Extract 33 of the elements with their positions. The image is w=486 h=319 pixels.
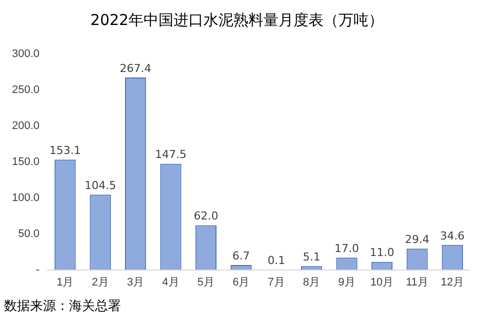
data-label: 147.5 — [155, 148, 186, 162]
data-label: 0.1 — [268, 254, 286, 268]
x-tick-label: 9月 — [338, 276, 356, 288]
y-tick-label: 50.0 — [18, 228, 40, 240]
data-label: 153.1 — [49, 144, 81, 158]
chart-title: 2022年中国进口水泥熟料量月度表（万吨） — [90, 10, 384, 29]
y-tick-label: - — [36, 264, 40, 276]
y-tick-label: 200.0 — [12, 120, 40, 132]
data-label: 5.1 — [302, 250, 320, 264]
x-tick-label: 4月 — [162, 276, 180, 288]
y-tick-label: 150.0 — [12, 156, 40, 168]
data-label: 62.0 — [194, 210, 218, 223]
x-tick-label: 12月 — [440, 276, 464, 288]
data-label: 17.0 — [334, 242, 360, 255]
x-tick-label: 1月 — [56, 276, 74, 288]
data-label: 34.6 — [440, 229, 465, 242]
y-tick-label: 250.0 — [12, 84, 40, 96]
source-note: 数据来源：海关总署 — [4, 298, 121, 315]
data-label: 29.4 — [404, 233, 430, 246]
x-tick-label: 5月 — [197, 276, 215, 288]
y-tick-label: 100.0 — [12, 192, 40, 204]
x-tick-label: 2月 — [92, 276, 109, 288]
x-tick-label: 7月 — [268, 276, 285, 288]
x-tick-label: 3月 — [126, 276, 144, 288]
data-label: 104.5 — [84, 178, 116, 192]
data-label: 6.7 — [232, 249, 250, 262]
y-tick-label: 300.0 — [12, 48, 40, 60]
x-tick-label: 6月 — [232, 276, 250, 288]
data-label: 267.4 — [120, 62, 152, 75]
x-tick-label: 11月 — [406, 276, 428, 288]
x-tick-label: 8月 — [303, 276, 320, 288]
data-label: 11.0 — [370, 246, 394, 260]
x-tick-label: 10月 — [370, 276, 394, 288]
